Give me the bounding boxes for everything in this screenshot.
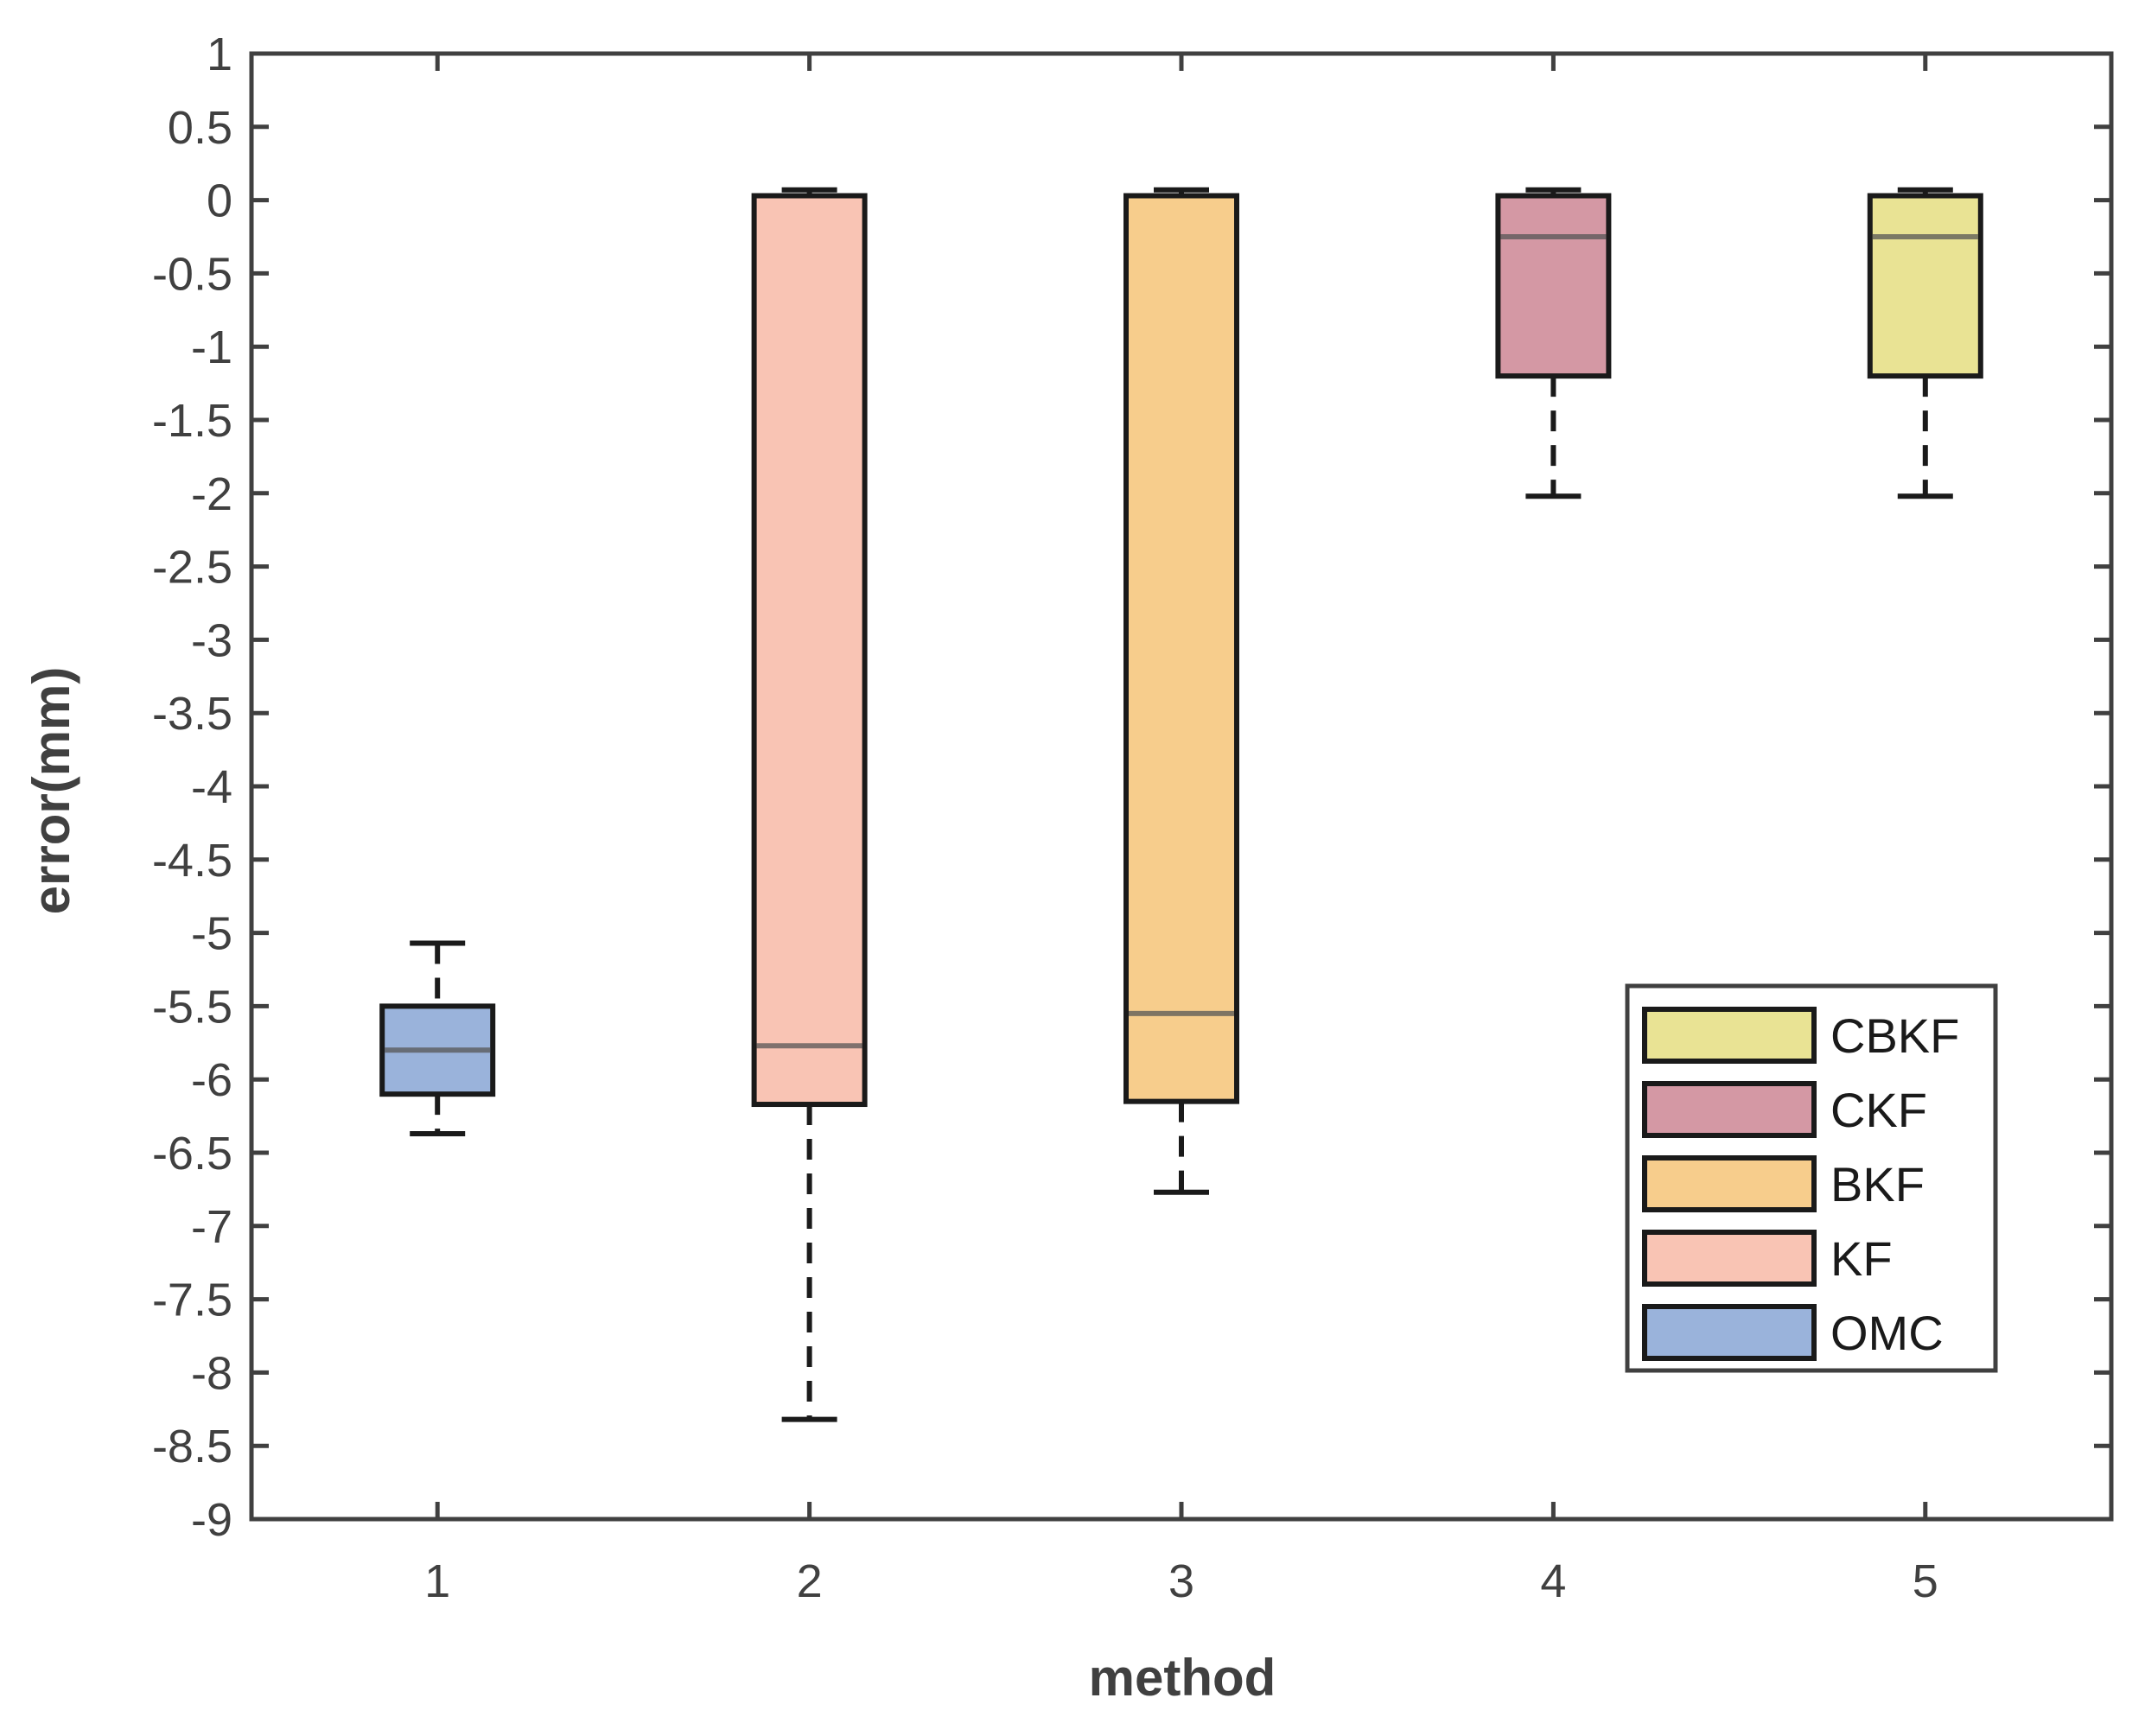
legend-entry-cbkf: CBKF [1642,1007,1959,1064]
y-tick-label: -7.5 [152,1275,232,1326]
x-tick-label: 2 [797,1555,823,1607]
x-tick-label: 1 [424,1555,450,1607]
legend-label: CKF [1830,1083,1927,1137]
y-tick-label: -5.5 [152,981,232,1033]
legend-entry-bkf: BKF [1642,1155,1925,1212]
legend-label: BKF [1830,1157,1925,1211]
ticks-layer: 1 0.5 0 -0.5 -1 -1.5 -2 -2.5 -3 -3.5 -4 -4.5 -5 -5.5 -… [152,29,2111,1607]
legend-swatch [1642,1155,1817,1212]
box-rect [1867,193,1983,379]
legend: CBKF CKF BKF KF OMC [1625,983,1998,1373]
y-tick-label: -1.5 [152,395,232,447]
y-tick-label: 0.5 [168,102,232,154]
y-tick-label: -1 [191,321,232,373]
y-tick-label: -5 [191,908,232,960]
x-axis-title: method [1089,1649,1276,1707]
boxes-layer [379,187,1983,1422]
y-tick-label: -0.5 [152,248,232,300]
y-tick-label: -4 [191,761,232,813]
x-tick-label: 3 [1168,1555,1194,1607]
box-rect [1495,193,1612,379]
legend-label: OMC [1830,1306,1944,1360]
legend-entry-ckf: CKF [1642,1081,1927,1138]
y-tick-label: -8.5 [152,1421,232,1472]
box-cbkf [1867,187,1983,499]
legend-label: KF [1830,1231,1893,1286]
y-axis-title: error(mm) [22,667,80,915]
box-rect [751,193,868,1108]
x-tick-label: 4 [1540,1555,1566,1607]
box-bkf [1123,187,1239,1195]
y-tick-label: -9 [191,1494,232,1546]
box-kf [751,187,868,1422]
y-tick-label: -2.5 [152,542,232,594]
legend-swatch [1642,1007,1817,1064]
y-tick-label: -3 [191,614,232,666]
legend-label: CBKF [1830,1008,1959,1063]
y-tick-label: -2 [191,468,232,520]
legend-swatch [1642,1230,1817,1287]
legend-swatch [1642,1304,1817,1361]
y-tick-label: -6.5 [152,1128,232,1180]
legend-entry-kf: KF [1642,1230,1893,1287]
box-rect [1123,193,1239,1104]
y-tick-label: -6 [191,1054,232,1106]
legend-swatch [1642,1081,1817,1138]
y-tick-label: -7 [191,1201,232,1253]
box-omc [379,940,496,1136]
y-tick-label: 0 [207,175,232,227]
y-tick-label: -4.5 [152,835,232,887]
box-ckf [1495,187,1612,499]
y-tick-label: -8 [191,1347,232,1399]
y-tick-label: -3.5 [152,688,232,740]
y-tick-label: 1 [207,29,232,80]
legend-entry-omc: OMC [1642,1304,1944,1361]
x-tick-label: 5 [1913,1555,1938,1607]
